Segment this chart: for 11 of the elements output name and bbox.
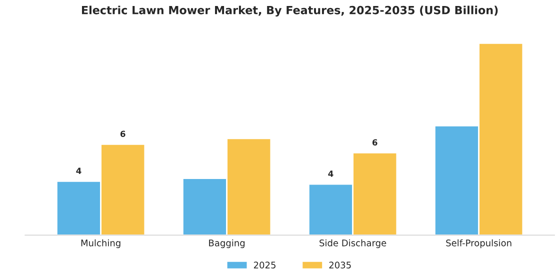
legend-label: 2025 bbox=[254, 262, 276, 268]
data-label: 6 bbox=[120, 130, 126, 138]
data-label: 6 bbox=[372, 139, 378, 146]
x-tick-label: Bagging bbox=[209, 239, 245, 248]
x-tick-label: Mulching bbox=[81, 239, 120, 248]
data-label: 4 bbox=[76, 168, 82, 174]
data-label: 4 bbox=[328, 170, 334, 177]
x-tick-label: Side Discharge bbox=[320, 239, 386, 248]
legend-label: 2035 bbox=[329, 262, 351, 268]
chart-title: Electric Lawn Mower Market, By Features, 2025-2035 (USD Billion) bbox=[82, 6, 498, 17]
x-tick-label: Self-Propulsion bbox=[446, 239, 512, 248]
